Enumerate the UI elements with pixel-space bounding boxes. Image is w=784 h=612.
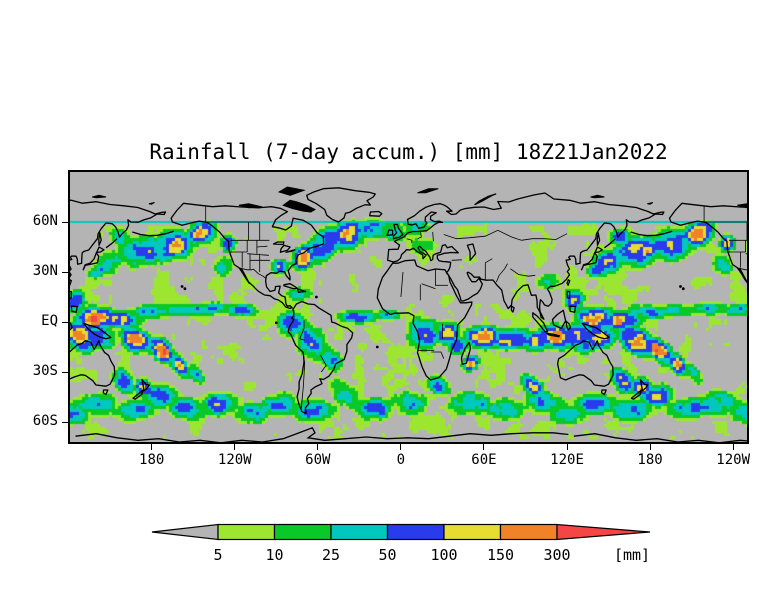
x-axis-label: 120W [217, 452, 252, 468]
colorbar-tick-label: 100 [430, 546, 457, 564]
x-axis-tick [483, 444, 485, 450]
y-axis-tick [62, 421, 68, 423]
colorbar-tick-label: 300 [543, 546, 570, 564]
x-axis-tick [649, 444, 651, 450]
x-axis-tick [566, 444, 568, 450]
x-axis-tick [151, 444, 153, 450]
colorbar-arrow-high [556, 523, 651, 541]
colorbar-segment [443, 523, 502, 541]
colorbar-segment [217, 523, 276, 541]
colorbar-tick-label: 50 [378, 546, 396, 564]
colorbar-segment [330, 523, 389, 541]
x-axis-tick [234, 444, 236, 450]
x-axis-label: 0 [396, 452, 406, 468]
y-axis-tick [62, 371, 68, 373]
colorbar-tick-label: 5 [213, 546, 222, 564]
y-axis-tick [62, 221, 68, 223]
x-axis-tick [317, 444, 319, 450]
colorbar-unit-label: [mm] [614, 546, 650, 564]
colorbar-segment [499, 523, 558, 541]
coastline-paths [70, 186, 747, 442]
y-axis-label: 60N [32, 213, 58, 229]
x-axis-label: 60E [471, 452, 497, 468]
y-axis-label: EQ [41, 313, 58, 329]
x-axis-label: 120W [716, 452, 750, 468]
y-axis-label: 30S [32, 363, 58, 379]
rainfall-raster [70, 172, 747, 442]
chart-title: Rainfall (7-day accum.) [mm] 18Z21Jan202… [149, 140, 668, 164]
x-axis-label: 180 [637, 452, 663, 468]
colorbar-arrow-low [151, 523, 219, 541]
x-axis-label: 180 [139, 452, 165, 468]
y-axis-tick [62, 321, 68, 323]
colorbar-tick-label: 10 [265, 546, 283, 564]
colorbar-segment [273, 523, 332, 541]
colorbar-segment [386, 523, 445, 541]
x-axis-tick [732, 444, 734, 450]
coastline-overlay [70, 186, 747, 442]
y-axis-label: 60S [32, 413, 58, 429]
y-axis-tick [62, 271, 68, 273]
y-axis-label: 30N [32, 263, 58, 279]
colorbar-tick-label: 25 [322, 546, 340, 564]
x-axis-label: 120E [550, 452, 584, 468]
colorbar: 5 10 25 50 100 150 300 [mm] [151, 523, 651, 564]
x-axis-label: 60W [305, 452, 331, 468]
map-plot [70, 172, 747, 442]
x-axis-tick [400, 444, 402, 450]
colorbar-tick-label: 150 [487, 546, 514, 564]
